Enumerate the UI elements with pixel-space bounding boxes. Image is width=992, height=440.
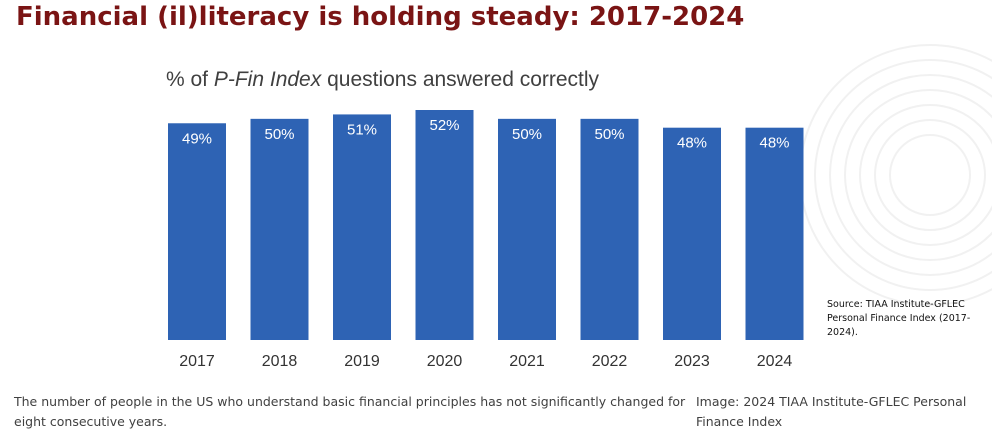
bar-2018 [250, 118, 309, 340]
bar-2022 [580, 118, 639, 340]
subtitle-suffix: questions answered correctly [321, 68, 600, 91]
x-tick-label-2019: 2019 [344, 353, 380, 370]
bar-2021 [498, 118, 556, 340]
image-credit: Image: 2024 TIAA Institute-GFLEC Persona… [696, 394, 967, 429]
x-tick-label-2023: 2023 [674, 353, 710, 370]
subtitle-prefix: % of [166, 68, 214, 91]
bar-value-label-2017: 49% [182, 130, 212, 147]
chart-subtitle: % of P-Fin Index questions answered corr… [166, 68, 599, 92]
bar-2017 [168, 123, 226, 341]
bar-value-label-2022: 50% [594, 126, 624, 143]
bar-2024 [745, 127, 804, 340]
bar-value-label-2018: 50% [264, 126, 294, 143]
bar-value-label-2020: 52% [429, 117, 459, 134]
page-title: Financial (il)literacy is holding steady… [16, 2, 745, 32]
x-tick-label-2020: 2020 [427, 353, 463, 370]
x-tick-label-2022: 2022 [592, 353, 628, 370]
bar-value-label-2019: 51% [347, 121, 377, 138]
x-tick-label-2018: 2018 [262, 353, 298, 370]
x-tick-label-2024: 2024 [757, 353, 793, 370]
bar-value-label-2023: 48% [677, 135, 707, 152]
bar-2019 [333, 114, 391, 340]
source-note: Source: TIAA Institute-GFLEC Personal Fi… [827, 299, 971, 338]
bar-2020 [415, 110, 474, 340]
bar-value-label-2024: 48% [759, 135, 789, 152]
bar-2023 [663, 127, 721, 340]
x-tick-label-2017: 2017 [179, 353, 215, 370]
caption: The number of people in the US who under… [14, 394, 686, 429]
subtitle-emphasis: P-Fin Index [213, 68, 322, 91]
x-tick-label-2021: 2021 [509, 353, 545, 370]
bar-value-label-2021: 50% [512, 126, 542, 143]
